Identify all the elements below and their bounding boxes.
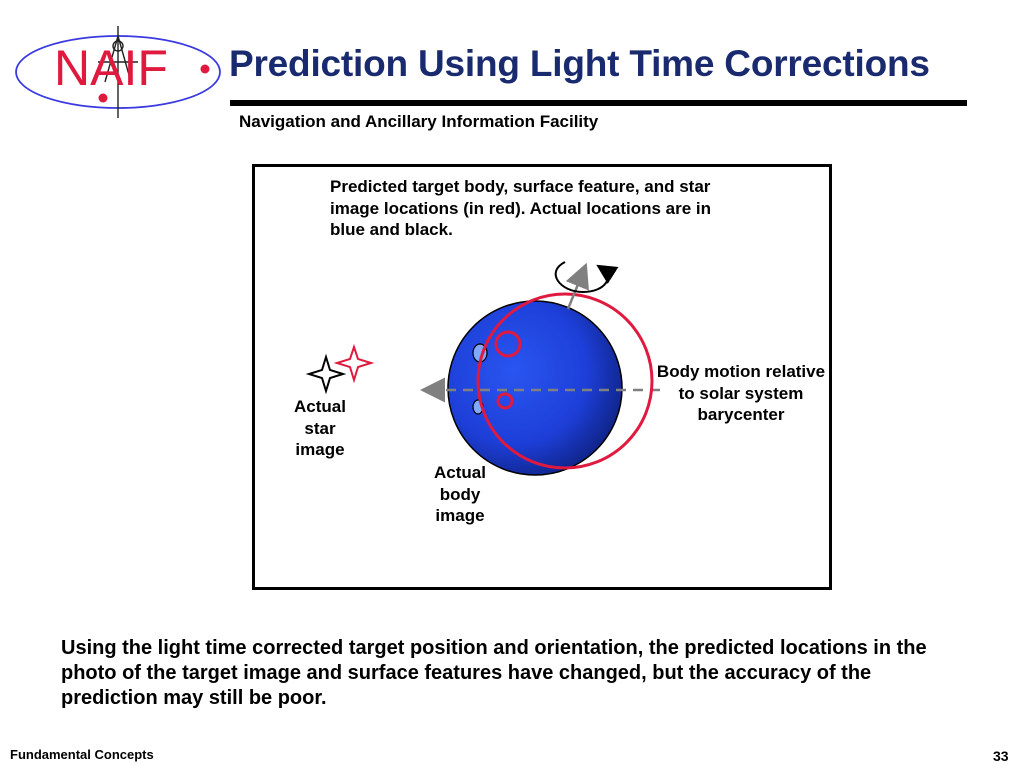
- star-label: Actual star image: [294, 397, 346, 459]
- rotation-arrow: [554, 261, 619, 294]
- surface-feature-predicted-1: [494, 330, 522, 358]
- body-label: Actual body image: [434, 463, 486, 525]
- body-motion-label: Body motion relative to solar system bar…: [656, 362, 826, 424]
- diagram-frame: [252, 164, 832, 590]
- page-number: 33: [993, 748, 1009, 764]
- naif-logo: NAIF: [14, 22, 229, 127]
- surface-feature-predicted-2: [496, 392, 514, 410]
- predicted-body: [476, 292, 654, 470]
- logo-text: NAIF: [54, 40, 168, 96]
- actual-star-icon: [305, 353, 347, 395]
- footer-section: Fundamental Concepts: [10, 747, 154, 762]
- predicted-star-icon: [333, 343, 375, 384]
- actual-body: [447, 300, 623, 476]
- page-title: Prediction Using Light Time Corrections: [229, 43, 930, 84]
- page-subtitle: Navigation and Ancillary Information Fac…: [239, 112, 599, 131]
- title-rule: [230, 100, 967, 106]
- diagram-caption: Predicted target body, surface feature, …: [330, 177, 712, 239]
- body-text: Using the light time corrected target po…: [61, 637, 927, 709]
